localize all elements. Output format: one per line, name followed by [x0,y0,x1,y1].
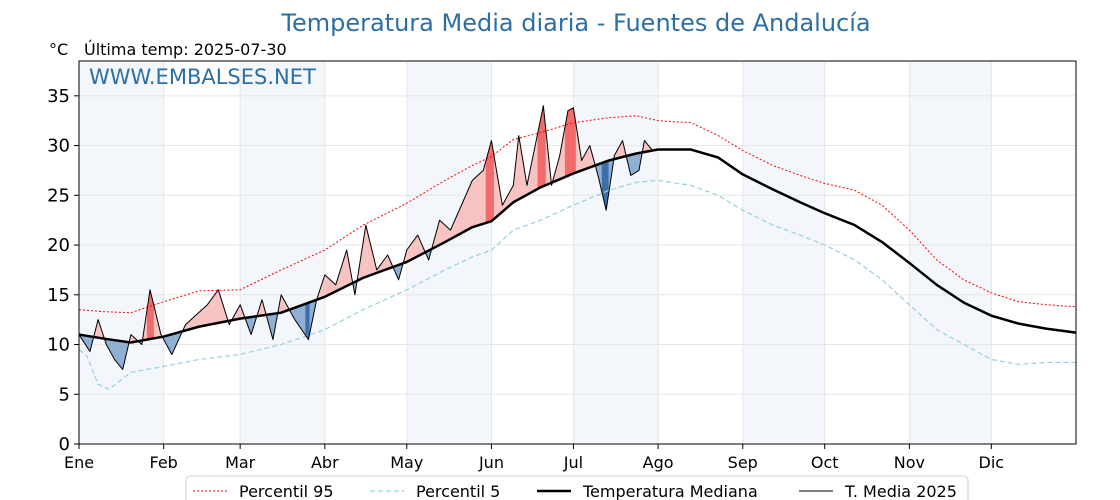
y-axis: 0 5 10 15 20 25 30 35 [47,86,79,455]
y-tick-label: 25 [47,185,70,206]
watermark: WWW.EMBALSES.NET [89,65,316,89]
month-bands [79,61,992,444]
last-temp-label: Última temp: 2025-07-30 [84,40,287,59]
x-tick-label: Ago [643,453,674,472]
x-tick-label: Ene [64,453,94,472]
y-tick-label: 0 [59,434,70,455]
y-tick-label: 10 [47,335,70,356]
y-tick-label: 35 [47,86,70,107]
legend-label: Temperatura Mediana [582,482,758,500]
month-band [79,61,164,444]
legend-label: Percentil 95 [239,482,334,500]
y-tick-label: 5 [59,384,70,405]
legend-box [185,475,969,500]
series-lines [78,105,1077,390]
legend-label: T. Media 2025 [844,482,957,500]
series-line-temperatura-mediana [78,148,1077,344]
x-axis: Ene Feb Mar Abr May Jun Jul Ago Sep Oct Nov Dic [64,444,1004,472]
x-tick-label: Sep [728,453,758,472]
unit-label: °C [49,40,68,59]
x-tick-label: Feb [150,453,178,472]
legend: Percentil 95 Percentil 5 Temperatura Media… [185,475,969,500]
x-tick-label: Abr [311,453,339,472]
chart-title: Temperatura Media diaria - Fuentes de An… [280,9,870,37]
month-band [742,61,825,444]
x-tick-label: Mar [225,453,256,472]
series-line-percentil-95 [78,115,1077,314]
month-band [573,61,659,444]
y-tick-label: 30 [47,136,70,157]
series-line-percentil-5 [78,179,1076,390]
x-tick-label: Jun [478,453,504,472]
x-tick-label: Nov [894,453,925,472]
series-line-t-media-2025 [78,105,654,370]
x-tick-label: May [390,453,423,472]
month-band [240,61,325,444]
y-tick-label: 15 [47,285,70,306]
x-tick-label: Dic [979,453,1005,472]
month-band [909,61,992,444]
legend-label: Percentil 5 [416,482,500,500]
x-tick-label: Oct [811,453,839,472]
plot-frame [78,60,1077,445]
y-tick-label: 20 [47,235,70,256]
x-tick-label: Jul [563,453,583,472]
